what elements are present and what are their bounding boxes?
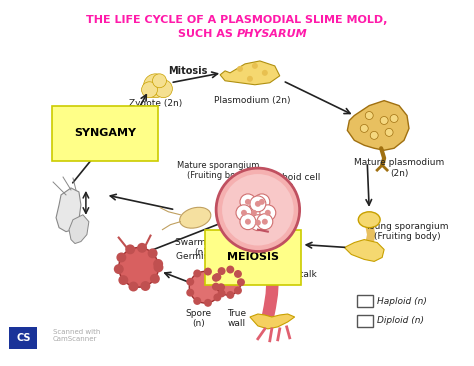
Text: Mature plasmodium
(2n): Mature plasmodium (2n)	[354, 158, 444, 178]
Circle shape	[118, 247, 158, 287]
Text: Scanned with
CamScanner: Scanned with CamScanner	[53, 329, 100, 342]
Circle shape	[125, 244, 135, 254]
Circle shape	[153, 74, 166, 88]
Text: Mature sporangium
(Fruiting body): Mature sporangium (Fruiting body)	[177, 161, 259, 180]
Circle shape	[365, 112, 373, 119]
Circle shape	[218, 267, 226, 275]
Circle shape	[250, 215, 266, 231]
Circle shape	[250, 196, 266, 212]
Ellipse shape	[180, 207, 211, 228]
Ellipse shape	[358, 212, 380, 228]
Circle shape	[380, 116, 388, 124]
Circle shape	[240, 214, 256, 229]
Circle shape	[150, 274, 160, 284]
Circle shape	[193, 297, 201, 305]
Circle shape	[212, 283, 220, 291]
Circle shape	[213, 273, 221, 281]
Circle shape	[234, 270, 242, 278]
Text: Mitosis: Mitosis	[169, 66, 208, 76]
Circle shape	[144, 74, 167, 98]
Circle shape	[226, 266, 234, 273]
Text: MEIOSIS: MEIOSIS	[227, 253, 279, 262]
Circle shape	[114, 264, 124, 274]
Text: Germinating spore: Germinating spore	[176, 253, 260, 261]
Circle shape	[234, 287, 242, 295]
Circle shape	[204, 268, 212, 276]
Circle shape	[155, 80, 173, 98]
Circle shape	[215, 269, 241, 295]
FancyBboxPatch shape	[9, 327, 37, 349]
Circle shape	[262, 70, 268, 76]
Circle shape	[117, 253, 127, 262]
Circle shape	[213, 294, 221, 301]
Text: Diploid (n): Diploid (n)	[377, 317, 424, 325]
Text: Spore
(n): Spore (n)	[185, 309, 211, 328]
Circle shape	[189, 271, 221, 303]
Circle shape	[255, 201, 261, 207]
Circle shape	[140, 281, 150, 291]
Polygon shape	[250, 314, 295, 329]
FancyBboxPatch shape	[357, 295, 373, 307]
Circle shape	[154, 262, 164, 272]
Circle shape	[254, 194, 270, 210]
Polygon shape	[345, 240, 384, 261]
Circle shape	[193, 269, 201, 277]
Circle shape	[204, 299, 212, 307]
Circle shape	[142, 82, 157, 98]
Text: SYNGAMY: SYNGAMY	[74, 128, 136, 138]
Circle shape	[259, 199, 265, 205]
Text: Stalk: Stalk	[295, 270, 318, 279]
Circle shape	[153, 259, 163, 269]
Text: Plasmodium (2n): Plasmodium (2n)	[214, 96, 290, 105]
Circle shape	[118, 275, 128, 285]
Circle shape	[255, 220, 261, 226]
Polygon shape	[260, 186, 288, 210]
Circle shape	[246, 205, 262, 221]
Circle shape	[212, 274, 220, 282]
Text: Zygote (2n): Zygote (2n)	[129, 99, 182, 108]
Polygon shape	[69, 215, 89, 243]
Text: CS: CS	[16, 333, 30, 343]
Circle shape	[265, 210, 271, 216]
Circle shape	[237, 66, 243, 72]
Text: Swarm cell
(n): Swarm cell (n)	[175, 238, 225, 257]
Circle shape	[217, 283, 225, 291]
Circle shape	[240, 194, 256, 210]
Circle shape	[237, 278, 245, 286]
Circle shape	[186, 278, 194, 286]
Text: True
wall: True wall	[228, 309, 246, 328]
FancyBboxPatch shape	[357, 315, 373, 327]
Text: Young sporangium
(Fruiting body): Young sporangium (Fruiting body)	[365, 222, 449, 241]
Circle shape	[262, 219, 268, 225]
Circle shape	[390, 115, 398, 123]
Circle shape	[260, 205, 276, 221]
Text: PHYSARUM: PHYSARUM	[237, 29, 308, 39]
Text: SUCH AS: SUCH AS	[178, 29, 237, 39]
Circle shape	[186, 289, 194, 296]
Circle shape	[252, 63, 258, 69]
Polygon shape	[56, 188, 81, 232]
Circle shape	[226, 291, 234, 299]
Circle shape	[148, 249, 158, 258]
Circle shape	[241, 210, 247, 216]
Polygon shape	[220, 61, 280, 85]
Circle shape	[245, 199, 251, 205]
Circle shape	[251, 210, 257, 216]
Text: Haploid (n): Haploid (n)	[377, 296, 427, 306]
Circle shape	[370, 131, 378, 139]
Circle shape	[218, 290, 226, 298]
Circle shape	[128, 281, 138, 291]
Circle shape	[385, 128, 393, 137]
Text: THE LIFE CYCLE OF A PLASMODIAL SLIME MOLD,: THE LIFE CYCLE OF A PLASMODIAL SLIME MOL…	[86, 15, 388, 25]
Circle shape	[236, 205, 252, 221]
Circle shape	[137, 243, 147, 253]
Text: Amoeboid cell
(n): Amoeboid cell (n)	[255, 172, 320, 192]
Circle shape	[216, 168, 300, 251]
Polygon shape	[347, 101, 409, 150]
Circle shape	[257, 214, 273, 229]
Circle shape	[247, 76, 253, 82]
Circle shape	[222, 174, 294, 246]
Circle shape	[360, 124, 368, 132]
Circle shape	[245, 219, 251, 225]
